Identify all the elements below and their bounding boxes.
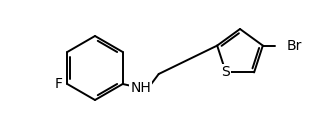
Text: NH: NH: [130, 81, 151, 95]
Text: Br: Br: [287, 39, 302, 53]
Text: S: S: [221, 65, 230, 79]
Text: F: F: [54, 77, 62, 91]
